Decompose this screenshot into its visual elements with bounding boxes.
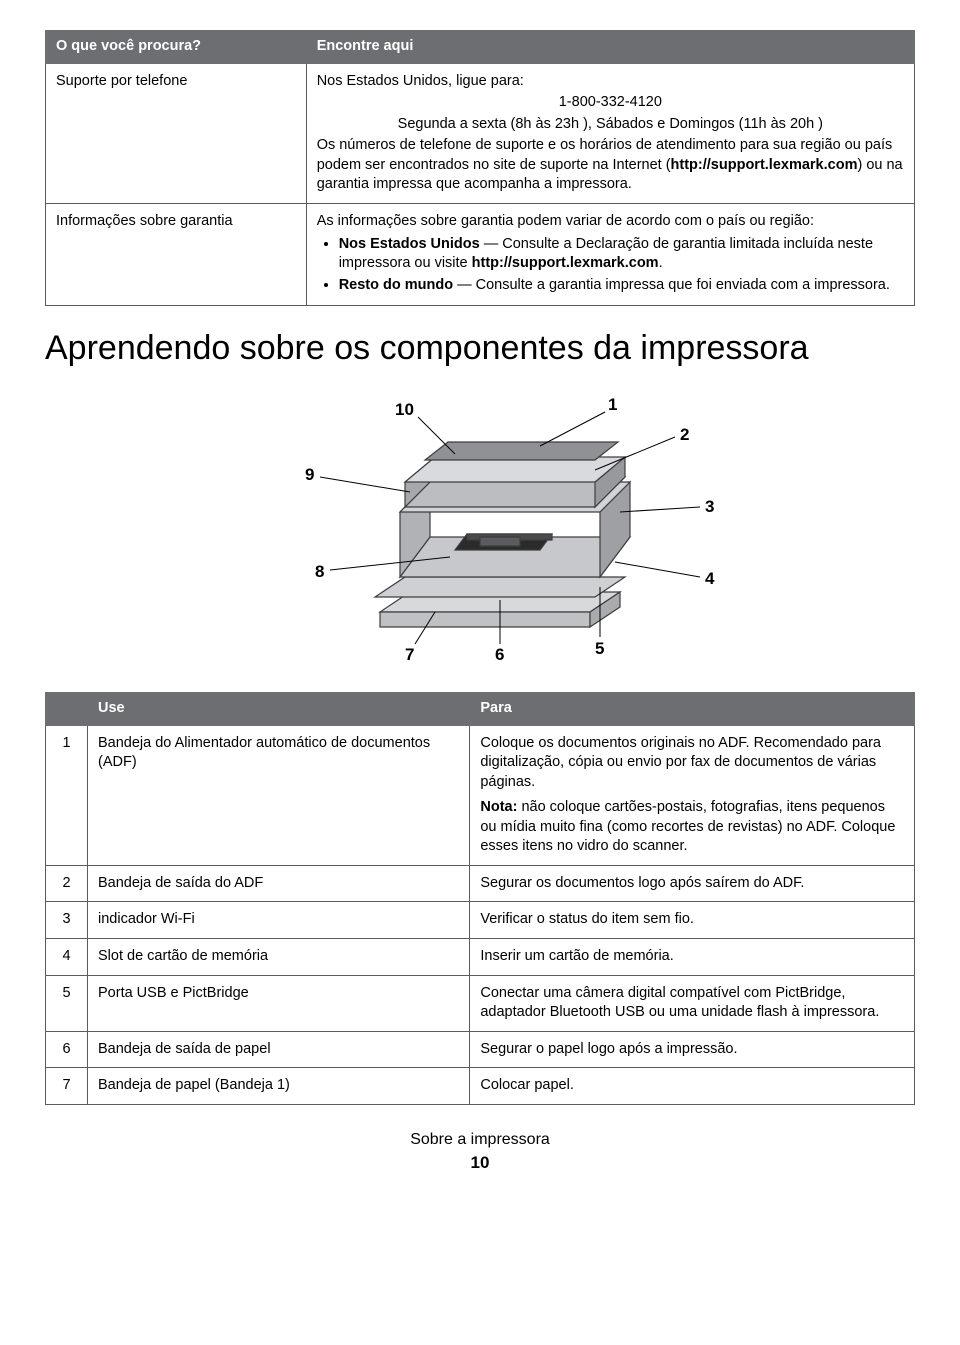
diagram-label-6: 6 [495, 645, 504, 664]
comp-use: Bandeja de saída de papel [88, 1031, 470, 1068]
phone-para: Os números de telefone de suporte e os h… [317, 136, 904, 195]
table-row: 1 Bandeja do Alimentador automático de d… [46, 725, 915, 865]
diagram-label-9: 9 [305, 465, 314, 484]
phone-intro: Nos Estados Unidos, ligue para: [317, 72, 904, 92]
section-title: Aprendendo sobre os componentes da impre… [45, 326, 915, 372]
comp-para: Segurar o papel logo após a impressão. [470, 1031, 915, 1068]
table-row: Informações sobre garantia As informaçõe… [46, 203, 915, 305]
comp-header-blank [46, 692, 88, 725]
page-footer: Sobre a impressora 10 [45, 1129, 915, 1176]
comp-num: 7 [46, 1068, 88, 1105]
footer-page-number: 10 [45, 1152, 915, 1175]
comp-header-para: Para [470, 692, 915, 725]
info-table: O que você procura? Encontre aqui Suport… [45, 30, 915, 306]
diagram-label-10: 10 [395, 400, 414, 419]
diagram-label-3: 3 [705, 497, 714, 516]
printer-diagram: 1 2 3 4 5 6 7 8 9 10 [200, 382, 760, 672]
warranty-intro: As informações sobre garantia podem vari… [317, 212, 904, 232]
comp-use: Slot de cartão de memória [88, 939, 470, 976]
diagram-label-8: 8 [315, 562, 324, 581]
info-header-left: O que você procura? [46, 31, 307, 64]
comp-para: Inserir um cartão de memória. [470, 939, 915, 976]
diagram-label-5: 5 [595, 639, 604, 658]
comp-para: Verificar o status do item sem fio. [470, 902, 915, 939]
comp-num: 6 [46, 1031, 88, 1068]
info-right-cell: As informações sobre garantia podem vari… [306, 203, 914, 305]
printer-diagram-wrap: 1 2 3 4 5 6 7 8 9 10 [45, 382, 915, 677]
table-row: 7 Bandeja de papel (Bandeja 1) Colocar p… [46, 1068, 915, 1105]
info-right-cell: Nos Estados Unidos, ligue para: 1-800-33… [306, 63, 914, 203]
comp-num: 4 [46, 939, 88, 976]
comp-num: 1 [46, 725, 88, 865]
diagram-label-4: 4 [705, 569, 715, 588]
warranty-list: Nos Estados Unidos — Consulte a Declaraç… [317, 235, 904, 296]
comp-use: Bandeja do Alimentador automático de doc… [88, 725, 470, 865]
footer-section: Sobre a impressora [45, 1129, 915, 1151]
table-row: 4 Slot de cartão de memória Inserir um c… [46, 939, 915, 976]
table-row: 2 Bandeja de saída do ADF Segurar os doc… [46, 865, 915, 902]
diagram-label-2: 2 [680, 425, 689, 444]
phone-number: 1-800-332-4120 [317, 93, 904, 113]
comp-para: Conectar uma câmera digital compatível c… [470, 975, 915, 1031]
comp-num: 2 [46, 865, 88, 902]
comp-num: 5 [46, 975, 88, 1031]
comp-header-use: Use [88, 692, 470, 725]
diagram-label-7: 7 [405, 645, 414, 664]
components-table: Use Para 1 Bandeja do Alimentador automá… [45, 692, 915, 1105]
list-item: Resto do mundo — Consulte a garantia imp… [339, 276, 904, 296]
info-left-cell: Informações sobre garantia [46, 203, 307, 305]
table-row: 5 Porta USB e PictBridge Conectar uma câ… [46, 975, 915, 1031]
info-header-right: Encontre aqui [306, 31, 914, 64]
info-left-cell: Suporte por telefone [46, 63, 307, 203]
table-row: 3 indicador Wi-Fi Verificar o status do … [46, 902, 915, 939]
diagram-label-1: 1 [608, 395, 617, 414]
comp-para: Coloque os documentos originais no ADF. … [470, 725, 915, 865]
comp-use: Bandeja de papel (Bandeja 1) [88, 1068, 470, 1105]
list-item: Nos Estados Unidos — Consulte a Declaraç… [339, 235, 904, 274]
phone-hours: Segunda a sexta (8h às 23h ), Sábados e … [317, 115, 904, 135]
comp-use: Bandeja de saída do ADF [88, 865, 470, 902]
comp-para: Segurar os documentos logo após saírem d… [470, 865, 915, 902]
comp-num: 3 [46, 902, 88, 939]
comp-use: Porta USB e PictBridge [88, 975, 470, 1031]
table-row: 6 Bandeja de saída de papel Segurar o pa… [46, 1031, 915, 1068]
comp-use: indicador Wi-Fi [88, 902, 470, 939]
table-row: Suporte por telefone Nos Estados Unidos,… [46, 63, 915, 203]
comp-para: Colocar papel. [470, 1068, 915, 1105]
